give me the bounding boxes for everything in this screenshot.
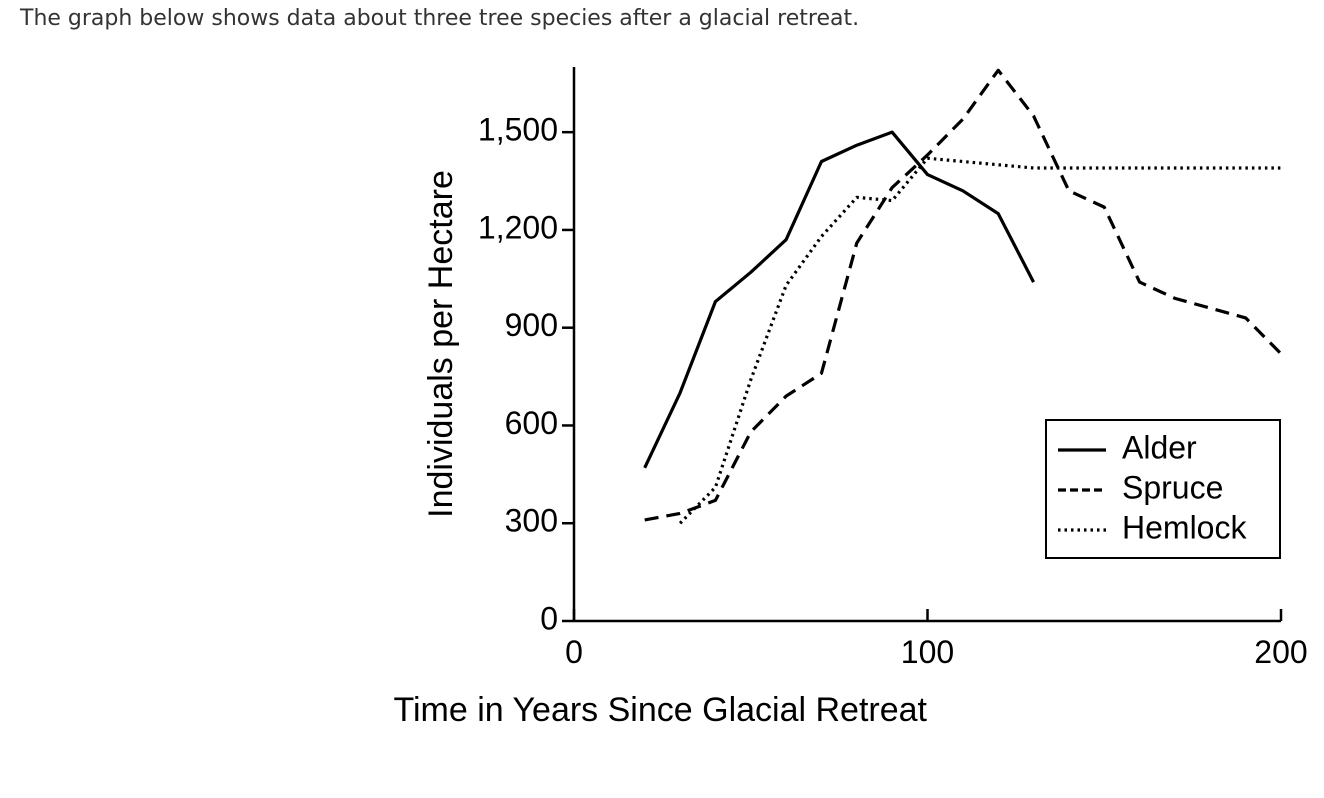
series-line — [644, 68, 1283, 522]
y-tick-label: 600 — [505, 405, 558, 441]
y-axis-label: Individuals per Hectare — [422, 170, 460, 518]
y-tick-label: 1,200 — [478, 209, 558, 245]
y-tick-label: 300 — [505, 503, 558, 539]
legend-label: Spruce — [1122, 469, 1223, 505]
y-tick-label: 0 — [540, 600, 558, 636]
series-line — [643, 130, 1035, 469]
series-line — [678, 156, 1281, 525]
x-axis-label: Time in Years Since Glacial Retreat — [393, 691, 927, 729]
y-tick-label: 1,500 — [478, 112, 558, 148]
x-tick-label: 100 — [901, 634, 954, 670]
intro-text: The graph below shows data about three t… — [20, 6, 860, 31]
x-tick-label: 200 — [1254, 634, 1307, 670]
y-tick-label: 900 — [505, 307, 558, 343]
legend-label: Alder — [1122, 429, 1197, 465]
x-tick-label: 0 — [565, 634, 583, 670]
legend-label: Hemlock — [1122, 509, 1247, 545]
